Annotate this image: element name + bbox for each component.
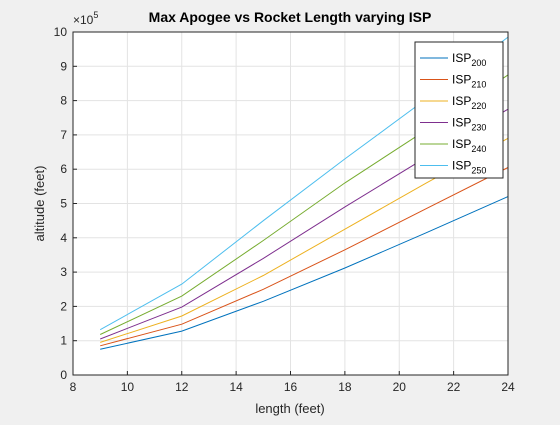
x-tick-label: 16 <box>284 380 298 394</box>
y-tick-label: 5 <box>60 197 67 211</box>
y-tick-label: 2 <box>60 299 67 313</box>
x-tick-labels: 8 10 12 14 16 18 20 22 24 <box>70 371 515 394</box>
y-tick-label: 4 <box>60 231 67 245</box>
y-tick-label: 1 <box>60 334 67 348</box>
y-tick-label: 6 <box>60 162 67 176</box>
y-multiplier: ×105 <box>73 10 98 27</box>
x-axis-label: length (feet) <box>255 401 324 416</box>
x-tick-label: 20 <box>393 380 407 394</box>
legend-entry: ISP220 <box>452 94 486 111</box>
legend-entry-name: ISP <box>452 51 471 65</box>
chart-title: Max Apogee vs Rocket Length varying ISP <box>149 9 432 25</box>
legend-entry: ISP230 <box>452 116 486 133</box>
series-line-isp-210 <box>100 167 509 347</box>
y-axis-label: altitude (feet) <box>32 166 47 242</box>
legend-entry-name: ISP <box>452 94 471 108</box>
legend-box <box>414 41 504 179</box>
legend-entry: ISP200 <box>452 51 486 68</box>
x-tick-label: 14 <box>229 380 243 394</box>
legend-entry-name: ISP <box>452 116 471 130</box>
legend-entry-name: ISP <box>452 159 471 173</box>
y-tick-labels: 0 1 2 3 4 5 6 7 8 9 10 <box>54 25 77 382</box>
x-tick-label: 12 <box>175 380 189 394</box>
x-tick-label: 10 <box>121 380 135 394</box>
y-tick-label: 7 <box>60 128 67 142</box>
legend-entry-subscript: 230 <box>471 123 486 133</box>
x-tick-label: 18 <box>338 380 352 394</box>
y-tick-label: 8 <box>60 94 67 108</box>
legend-entry-name: ISP <box>452 137 471 151</box>
legend-entry-subscript: 220 <box>471 101 486 111</box>
x-tick-label: 8 <box>70 380 77 394</box>
series-line-isp-200 <box>100 196 509 350</box>
x-tick-label: 24 <box>501 380 515 394</box>
y-tick-label: 0 <box>60 368 67 382</box>
legend-entry: ISP250 <box>452 159 486 176</box>
y-tick-label: 10 <box>54 25 68 39</box>
legend-entry-name: ISP <box>452 73 471 87</box>
legend-entry: ISP210 <box>452 73 486 90</box>
y-tick-label: 3 <box>60 265 67 279</box>
x-tick-label: 22 <box>447 380 461 394</box>
legend-entry-subscript: 200 <box>471 58 486 68</box>
legend-entry-subscript: 240 <box>471 144 486 154</box>
legend-entry: ISP240 <box>452 137 486 154</box>
legend-entry-subscript: 250 <box>471 166 486 176</box>
legend-entry-subscript: 210 <box>471 80 486 90</box>
y-tick-label: 9 <box>60 59 67 73</box>
